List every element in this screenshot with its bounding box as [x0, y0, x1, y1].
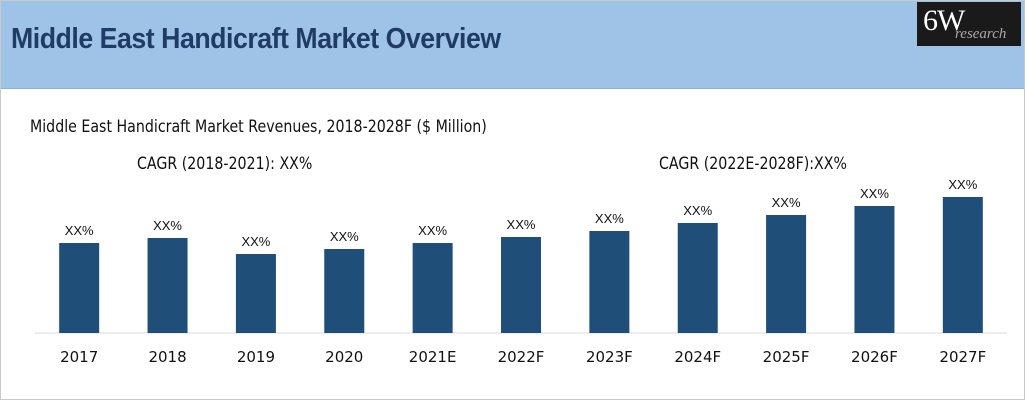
- x-tick-label-2025F: 2025F: [763, 348, 810, 366]
- bar-2017: [59, 243, 100, 333]
- x-tick-label-2024F: 2024F: [674, 348, 721, 366]
- cagr-annotation-forecast: CAGR (2022E-2028F):XX%: [659, 154, 847, 173]
- header-banner: Middle East Handicraft Market Overview: [1, 1, 1024, 89]
- bar-2021E: [412, 243, 453, 333]
- x-tick-label-2020: 2020: [325, 348, 363, 366]
- bar-2025F: [766, 215, 807, 333]
- company-logo: 6W research: [917, 2, 1021, 46]
- data-label-2018: XX%: [153, 218, 182, 233]
- data-label-2021E: XX%: [418, 223, 447, 238]
- bar-2023F: [589, 231, 630, 333]
- data-label-2024F: XX%: [683, 203, 712, 218]
- bar-2018: [147, 238, 188, 333]
- bar-2026F: [854, 206, 895, 333]
- data-label-2026F: XX%: [860, 186, 889, 201]
- data-label-2020: XX%: [330, 229, 359, 244]
- x-tick-label-2019: 2019: [237, 348, 275, 366]
- data-label-2023F: XX%: [595, 211, 624, 226]
- x-tick-label-2027F: 2027F: [939, 348, 986, 366]
- data-label-2025F: XX%: [772, 195, 801, 210]
- bar-2027F: [942, 197, 983, 333]
- x-tick-label-2022F: 2022F: [498, 348, 545, 366]
- x-tick-label-2018: 2018: [148, 348, 186, 366]
- data-label-2017: XX%: [65, 223, 94, 238]
- bar-2019: [235, 254, 276, 333]
- data-label-2027F: XX%: [948, 177, 977, 192]
- x-tick-label-2021E: 2021E: [409, 348, 457, 366]
- logo-sub-text: research: [955, 26, 1007, 42]
- x-tick-label-2017: 2017: [60, 348, 98, 366]
- data-label-2022F: XX%: [507, 217, 536, 232]
- bar-2022F: [501, 237, 541, 333]
- data-label-2019: XX%: [241, 234, 270, 249]
- bar-2020: [324, 249, 365, 333]
- bar-2024F: [677, 223, 718, 333]
- chart-title: Middle East Handicraft Market Revenues, …: [30, 117, 487, 136]
- x-tick-label-2026F: 2026F: [851, 348, 898, 366]
- page-title: Middle East Handicraft Market Overview: [11, 23, 501, 55]
- cagr-annotation-historic: CAGR (2018-2021): XX%: [137, 154, 313, 173]
- logo-main-text: 6W: [923, 4, 965, 37]
- x-tick-label-2023F: 2023F: [586, 348, 633, 366]
